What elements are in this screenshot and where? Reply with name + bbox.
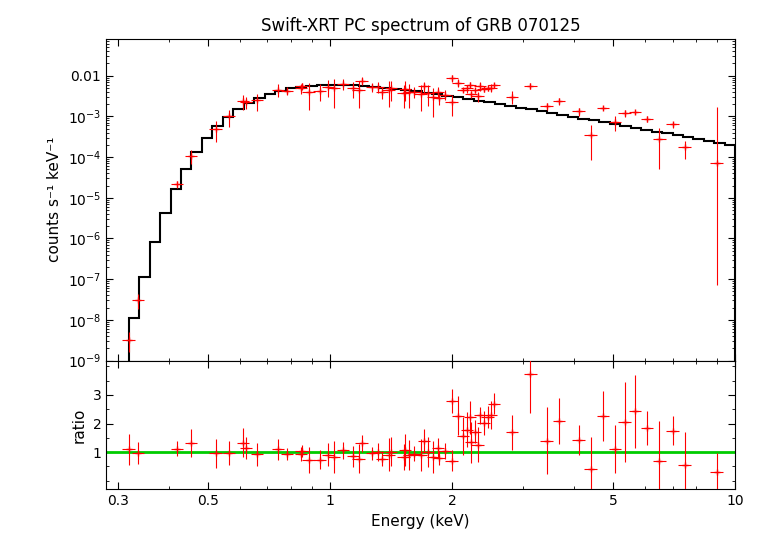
Y-axis label: ratio: ratio (72, 407, 87, 443)
X-axis label: Energy (keV): Energy (keV) (371, 514, 470, 529)
Y-axis label: counts s⁻¹ keV⁻¹: counts s⁻¹ keV⁻¹ (47, 137, 62, 262)
Title: Swift-XRT PC spectrum of GRB 070125: Swift-XRT PC spectrum of GRB 070125 (261, 17, 581, 34)
